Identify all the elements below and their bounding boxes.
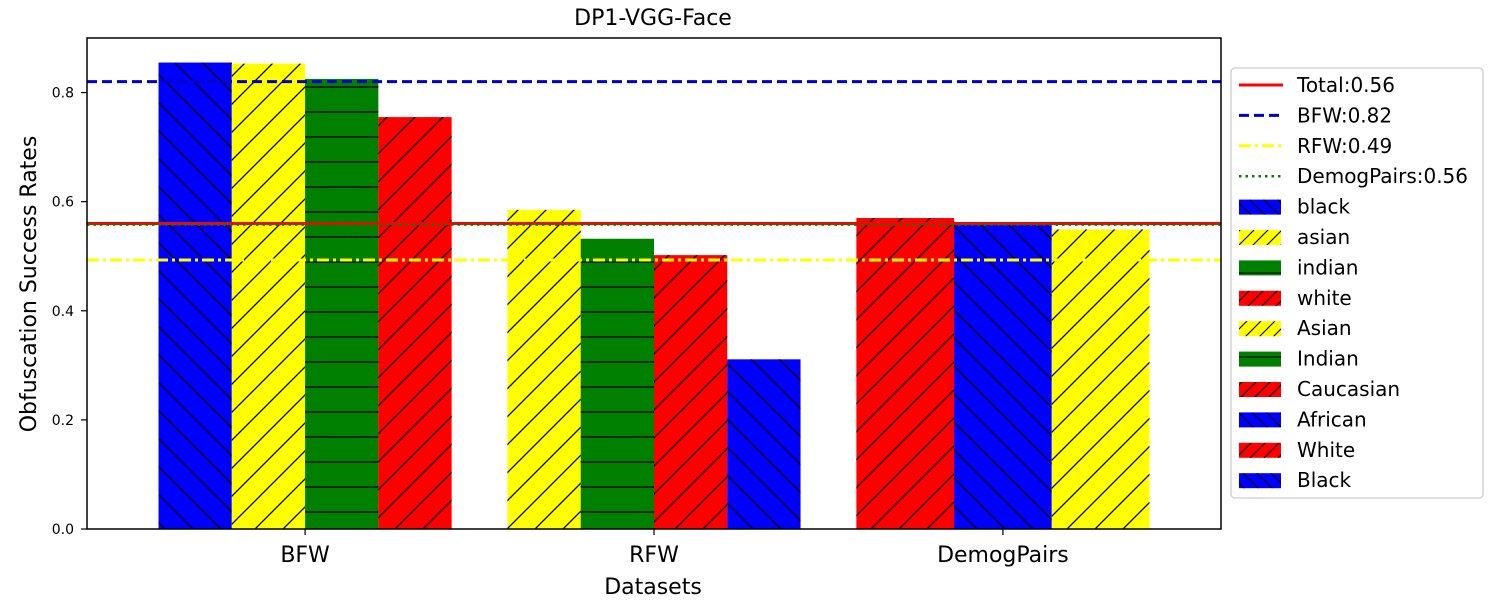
bar-hatch-bfw-asian — [231, 63, 306, 529]
bar-hatch-demogpairs-black — [954, 222, 1052, 530]
legend-swatch-hatch-indian — [1239, 351, 1281, 367]
legend-label-asian: Asian — [1297, 316, 1352, 340]
legend-label-indian: Indian — [1297, 347, 1359, 371]
legend-swatch-hatch-asian — [1239, 321, 1281, 337]
bar-hatch-demogpairs-asian — [1051, 229, 1150, 530]
legend-swatch-hatch-black — [1239, 473, 1281, 489]
y-tick-label: 0.8 — [52, 86, 74, 102]
y-tick-label: 0.0 — [52, 522, 74, 538]
legend-label-black: black — [1297, 195, 1351, 219]
bar-hatch-bfw-white — [378, 117, 452, 529]
x-axis: BFW RFW DemogPairs — [280, 529, 1069, 568]
legend-label-demogpairs-0-56: DemogPairs:0.56 — [1297, 164, 1468, 188]
bar-hatch-rfw-african — [727, 359, 801, 529]
legend-label-rfw-0-49: RFW:0.49 — [1297, 134, 1392, 158]
legend-label-indian: indian — [1297, 255, 1358, 279]
bar-hatch-bfw-indian — [305, 78, 379, 530]
legend-swatch-hatch-black — [1239, 199, 1281, 215]
x-axis-label: Datasets — [604, 575, 702, 600]
legend-label-caucasian: Caucasian — [1297, 377, 1400, 401]
legend-frame — [1230, 67, 1484, 499]
legend-swatch-hatch-asian — [1239, 230, 1281, 245]
y-axis: 0.0 0.2 0.4 0.6 0.8 — [52, 86, 87, 538]
legend-swatch-hatch-white — [1239, 290, 1281, 306]
x-tick-label: BFW — [280, 543, 330, 568]
legend: Total:0.56 BFW:0.82 RFW:0.49 DemogPairs:0.5… — [1230, 67, 1484, 499]
legend-label-african: African — [1297, 407, 1367, 431]
plot-frame — [86, 37, 1222, 530]
reference-lines-layer — [87, 80, 1221, 262]
bar-hatch-rfw-asian — [507, 209, 581, 529]
legend-swatch-hatch-caucasian — [1239, 382, 1281, 397]
legend-label-white: white — [1297, 286, 1352, 310]
legend-swatch-hatch-white — [1239, 442, 1281, 458]
y-tick-label: 0.4 — [52, 304, 74, 320]
legend-swatch-hatch-african — [1239, 412, 1281, 428]
bar-hatch-bfw-black — [158, 62, 232, 530]
bars-layer — [158, 62, 1150, 530]
legend-swatch-hatch-indian — [1239, 260, 1281, 276]
legend-label-white: White — [1297, 438, 1355, 462]
x-tick-label: RFW — [629, 543, 679, 568]
y-tick-label: 0.6 — [52, 195, 74, 211]
bar-hatch-demogpairs-white — [856, 218, 955, 530]
legend-label-asian: asian — [1297, 225, 1350, 249]
chart-title: DP1-VGG-Face — [574, 6, 732, 31]
y-tick-label: 0.2 — [52, 413, 74, 429]
legend-label-bfw-0-82: BFW:0.82 — [1297, 103, 1392, 127]
bar-hatch-rfw-indian — [580, 238, 654, 529]
y-axis-label: Obfuscation Success Rates — [17, 136, 42, 433]
legend-label-black: Black — [1297, 468, 1352, 492]
x-tick-label: DemogPairs — [937, 543, 1069, 568]
bar-hatch-rfw-caucasian — [654, 255, 728, 529]
legend-label-total-0-56: Total:0.56 — [1296, 73, 1395, 97]
